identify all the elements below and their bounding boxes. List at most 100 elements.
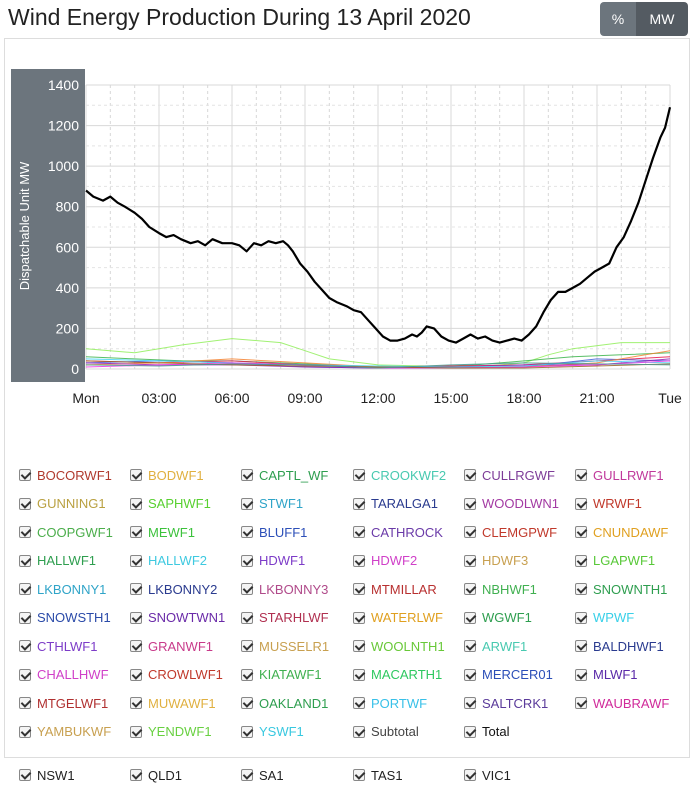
legend-item[interactable]: BALDHWF1 bbox=[575, 636, 664, 656]
legend-item[interactable]: LGAPWF1 bbox=[575, 551, 655, 571]
legend-checkbox[interactable] bbox=[130, 697, 142, 709]
legend-checkbox[interactable] bbox=[130, 611, 142, 624]
legend-item[interactable]: HDWF1 bbox=[241, 551, 305, 571]
legend-item[interactable]: CULLRGWF bbox=[464, 465, 555, 485]
legend-item[interactable]: ARWF1 bbox=[464, 636, 527, 656]
legend-checkbox[interactable] bbox=[130, 526, 142, 538]
legend-item[interactable]: LKBONNY3 bbox=[241, 579, 328, 599]
legend-item[interactable]: STWF1 bbox=[241, 494, 303, 514]
legend-checkbox[interactable] bbox=[575, 554, 587, 567]
legend-item[interactable]: BODWF1 bbox=[130, 465, 204, 485]
legend-item[interactable]: MUWAWF1 bbox=[130, 693, 216, 713]
legend-checkbox[interactable] bbox=[353, 583, 365, 595]
legend-item[interactable]: WGWF1 bbox=[464, 608, 532, 628]
legend-item[interactable]: HDWF2 bbox=[353, 551, 417, 571]
legend-item[interactable]: SALTCRK1 bbox=[464, 693, 548, 713]
legend-checkbox[interactable] bbox=[464, 526, 476, 538]
legend-item[interactable]: SAPHWF1 bbox=[130, 494, 211, 514]
legend-checkbox[interactable] bbox=[353, 526, 365, 538]
legend-item[interactable]: YAMBUKWF bbox=[19, 722, 111, 742]
legend-checkbox[interactable] bbox=[464, 769, 476, 781]
legend-checkbox[interactable] bbox=[19, 554, 31, 567]
legend-checkbox[interactable] bbox=[130, 469, 142, 481]
legend-checkbox[interactable] bbox=[241, 640, 253, 652]
legend-checkbox[interactable] bbox=[464, 583, 476, 595]
legend-checkbox[interactable] bbox=[353, 497, 365, 510]
legend-checkbox[interactable] bbox=[130, 640, 142, 652]
legend-item[interactable]: WOODLWN1 bbox=[464, 494, 559, 514]
legend-item[interactable]: GRANWF1 bbox=[130, 636, 213, 656]
legend-checkbox[interactable] bbox=[353, 725, 365, 738]
legend-item[interactable]: PORTWF bbox=[353, 693, 427, 713]
legend-item[interactable]: WRWF1 bbox=[575, 494, 642, 514]
legend-item[interactable]: BOCORWF1 bbox=[19, 465, 112, 485]
legend-item[interactable]: GULLRWF1 bbox=[575, 465, 664, 485]
legend-checkbox[interactable] bbox=[19, 497, 31, 510]
legend-item[interactable]: TARALGA1 bbox=[353, 494, 438, 514]
legend-checkbox[interactable] bbox=[19, 526, 31, 538]
legend-checkbox[interactable] bbox=[19, 668, 31, 681]
legend-item[interactable]: SNOWSTH1 bbox=[19, 608, 111, 628]
legend-item[interactable]: MTGELWF1 bbox=[19, 693, 108, 713]
legend-item[interactable]: CATHROCK bbox=[353, 522, 443, 542]
legend-checkbox[interactable] bbox=[241, 526, 253, 538]
legend-item[interactable]: COOPGWF1 bbox=[19, 522, 113, 542]
legend-item[interactable]: SA1 bbox=[241, 765, 284, 785]
legend-item[interactable]: HDWF3 bbox=[464, 551, 528, 571]
legend-item[interactable]: MACARTH1 bbox=[353, 665, 442, 685]
legend-checkbox[interactable] bbox=[575, 469, 587, 481]
legend-item[interactable]: HALLWF1 bbox=[19, 551, 96, 571]
legend-checkbox[interactable] bbox=[241, 497, 253, 510]
legend-checkbox[interactable] bbox=[464, 640, 476, 652]
legend-checkbox[interactable] bbox=[464, 554, 476, 567]
legend-checkbox[interactable] bbox=[19, 769, 31, 781]
legend-checkbox[interactable] bbox=[353, 769, 365, 781]
legend-item[interactable]: MEWF1 bbox=[130, 522, 195, 542]
legend-checkbox[interactable] bbox=[353, 640, 365, 652]
legend-checkbox[interactable] bbox=[464, 697, 476, 709]
legend-item[interactable]: YSWF1 bbox=[241, 722, 304, 742]
legend-item[interactable]: CROOKWF2 bbox=[353, 465, 446, 485]
legend-item[interactable]: WOOLNTH1 bbox=[353, 636, 445, 656]
legend-checkbox[interactable] bbox=[575, 668, 587, 681]
legend-checkbox[interactable] bbox=[19, 583, 31, 595]
legend-checkbox[interactable] bbox=[130, 725, 142, 738]
legend-item[interactable]: CLEMGPWF bbox=[464, 522, 557, 542]
legend-checkbox[interactable] bbox=[353, 611, 365, 624]
legend-item[interactable]: WAUBRAWF bbox=[575, 693, 669, 713]
legend-checkbox[interactable] bbox=[130, 583, 142, 595]
legend-item[interactable]: MTMILLAR bbox=[353, 579, 437, 599]
legend-checkbox[interactable] bbox=[353, 469, 365, 481]
legend-item[interactable]: CAPTL_WF bbox=[241, 465, 328, 485]
legend-item[interactable]: CROWLWF1 bbox=[130, 665, 223, 685]
legend-item[interactable]: KIATAWF1 bbox=[241, 665, 322, 685]
legend-item[interactable]: MERCER01 bbox=[464, 665, 553, 685]
legend-item[interactable]: LKBONNY1 bbox=[19, 579, 106, 599]
mw-button[interactable]: MW bbox=[636, 2, 688, 36]
legend-checkbox[interactable] bbox=[464, 469, 476, 481]
legend-item[interactable]: GUNNING1 bbox=[19, 494, 106, 514]
legend-item[interactable]: STARHLWF bbox=[241, 608, 329, 628]
legend-checkbox[interactable] bbox=[464, 497, 476, 510]
legend-item[interactable]: SNOWNTH1 bbox=[575, 579, 667, 599]
legend-item[interactable]: CHALLHWF bbox=[19, 665, 109, 685]
legend-checkbox[interactable] bbox=[575, 497, 587, 510]
legend-item[interactable]: WPWF bbox=[575, 608, 634, 628]
legend-item[interactable]: TAS1 bbox=[353, 765, 403, 785]
legend-checkbox[interactable] bbox=[241, 725, 253, 738]
legend-item[interactable]: QLD1 bbox=[130, 765, 182, 785]
legend-item[interactable]: NSW1 bbox=[19, 765, 75, 785]
legend-item[interactable]: MLWF1 bbox=[575, 665, 638, 685]
legend-item[interactable]: CTHLWF1 bbox=[19, 636, 97, 656]
legend-item[interactable]: WATERLWF bbox=[353, 608, 443, 628]
legend-checkbox[interactable] bbox=[130, 554, 142, 567]
legend-checkbox[interactable] bbox=[353, 554, 365, 567]
legend-checkbox[interactable] bbox=[575, 583, 587, 595]
legend-item[interactable]: HALLWF2 bbox=[130, 551, 207, 571]
legend-checkbox[interactable] bbox=[464, 611, 476, 624]
legend-checkbox[interactable] bbox=[575, 611, 587, 624]
legend-checkbox[interactable] bbox=[130, 769, 142, 781]
legend-checkbox[interactable] bbox=[575, 640, 587, 652]
legend-item[interactable]: CNUNDAWF bbox=[575, 522, 668, 542]
legend-item[interactable]: LKBONNY2 bbox=[130, 579, 217, 599]
